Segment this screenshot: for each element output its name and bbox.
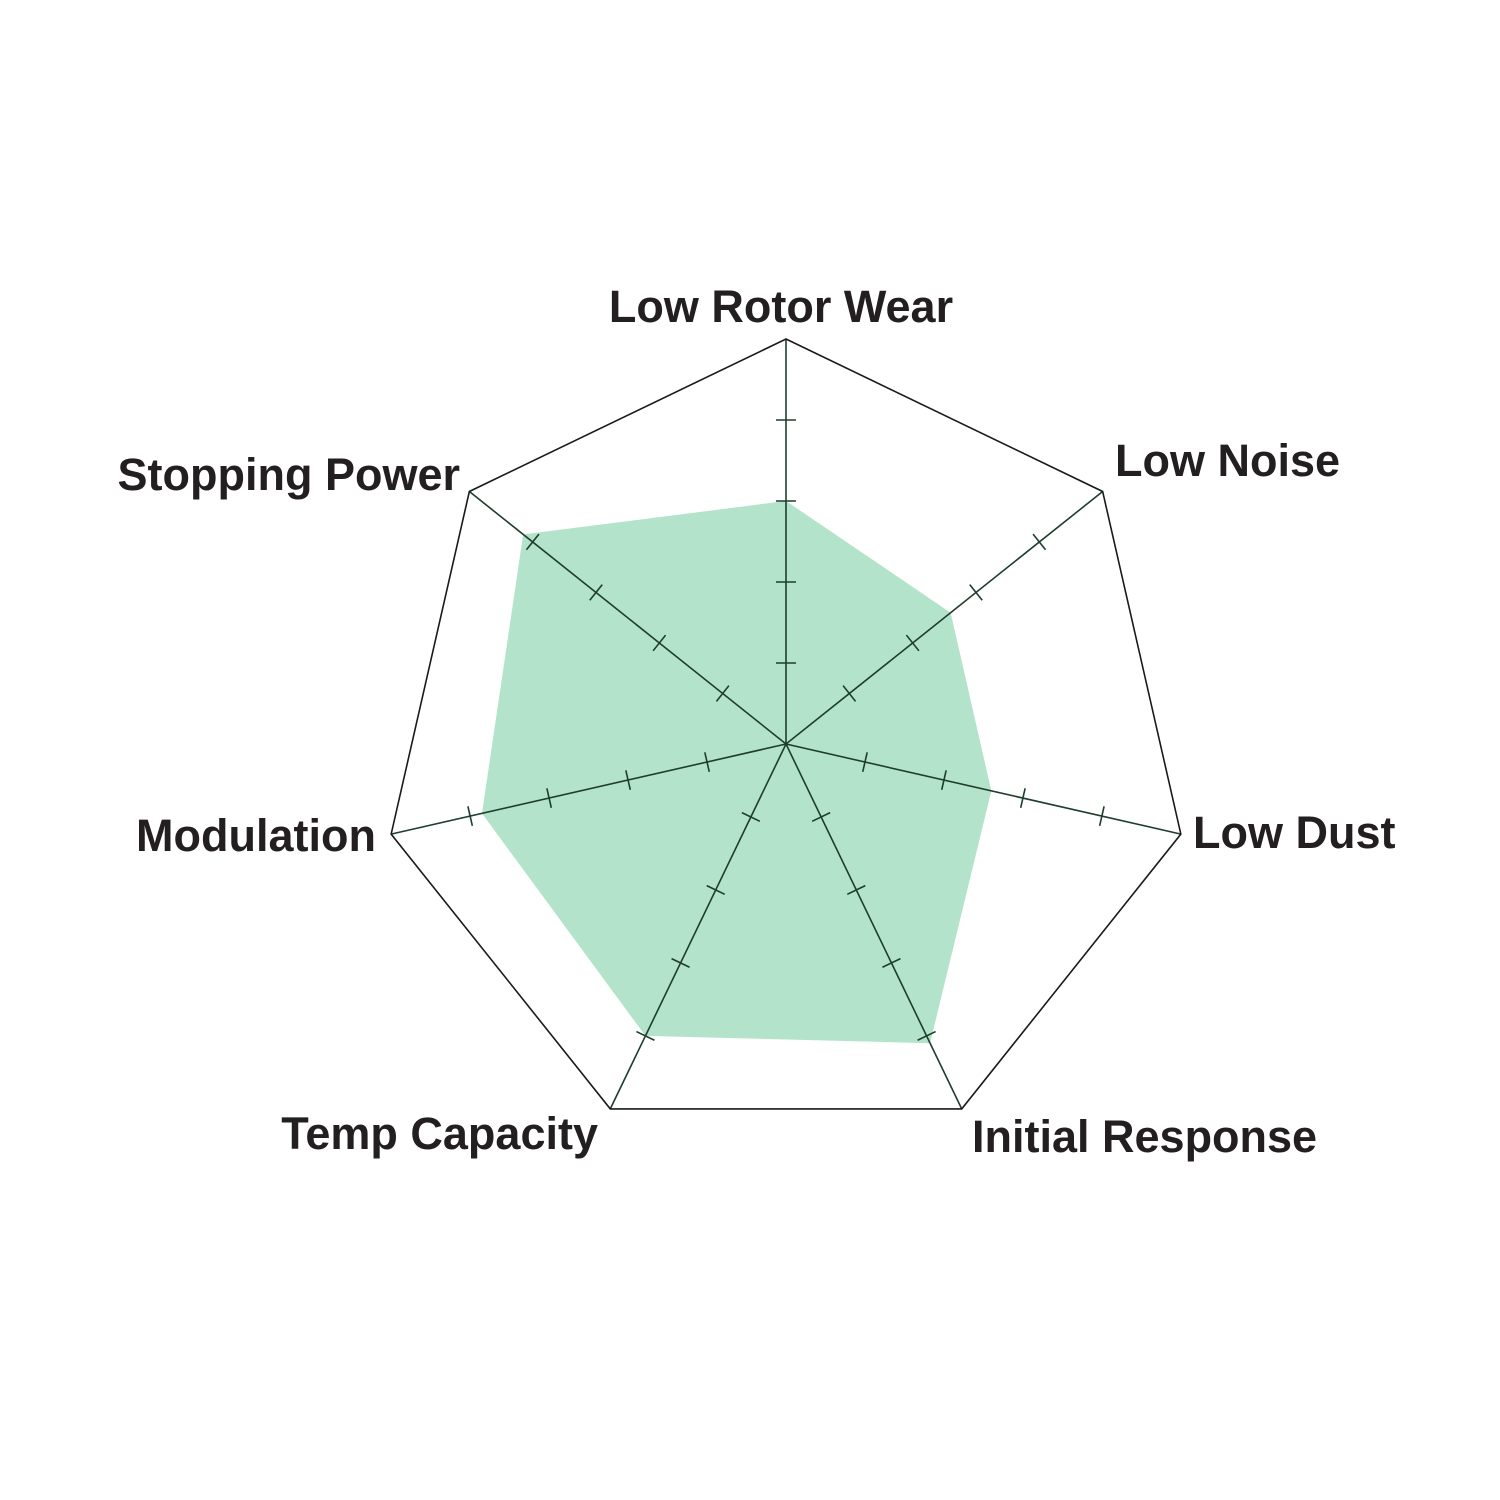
axis-line-4 (609, 743, 787, 1110)
axis-line-1 (785, 490, 1104, 745)
axis-line-5 (390, 743, 787, 835)
axis-tick (636, 1030, 655, 1041)
axis-tick (546, 788, 553, 808)
axis-line-2 (785, 743, 1182, 835)
axis-tick (706, 884, 726, 896)
axis-tick (467, 806, 474, 827)
axis-tick (1019, 788, 1026, 808)
axis-tick (969, 584, 983, 601)
axis-label-low-noise: Low Noise (1115, 435, 1340, 486)
axis-tick (525, 533, 540, 551)
axis-tick (846, 884, 866, 896)
axis-tick (940, 770, 947, 790)
axis-tick (741, 811, 761, 823)
axis-tick (715, 685, 730, 702)
axis-label-initial-response: Initial Response (972, 1111, 1317, 1162)
axis-label-modulation: Modulation (136, 810, 376, 861)
axis-line-3 (785, 743, 963, 1110)
axis-tick (811, 811, 831, 823)
axis-line-6 (468, 490, 787, 745)
axis-tick (589, 584, 603, 601)
axis-tick (917, 1030, 936, 1041)
axis-tick (704, 752, 711, 772)
axis-tick (861, 752, 868, 772)
axis-tick (671, 957, 690, 968)
axis-tick (882, 957, 901, 968)
axis-label-stopping-power: Stopping Power (118, 449, 461, 500)
data-area (481, 501, 992, 1044)
outer-frame (390, 338, 1182, 1110)
axis-tick (842, 685, 857, 702)
axis-tick (1032, 533, 1047, 551)
axis-tick (652, 634, 667, 652)
axis-tick (905, 634, 920, 652)
axis-label-low-rotor-wear: Low Rotor Wear (609, 281, 953, 332)
axis-label-low-dust: Low Dust (1193, 807, 1395, 858)
axis-tick (1098, 806, 1105, 827)
axis-tick (625, 770, 632, 790)
axis-label-temp-capacity: Temp Capacity (281, 1108, 598, 1159)
